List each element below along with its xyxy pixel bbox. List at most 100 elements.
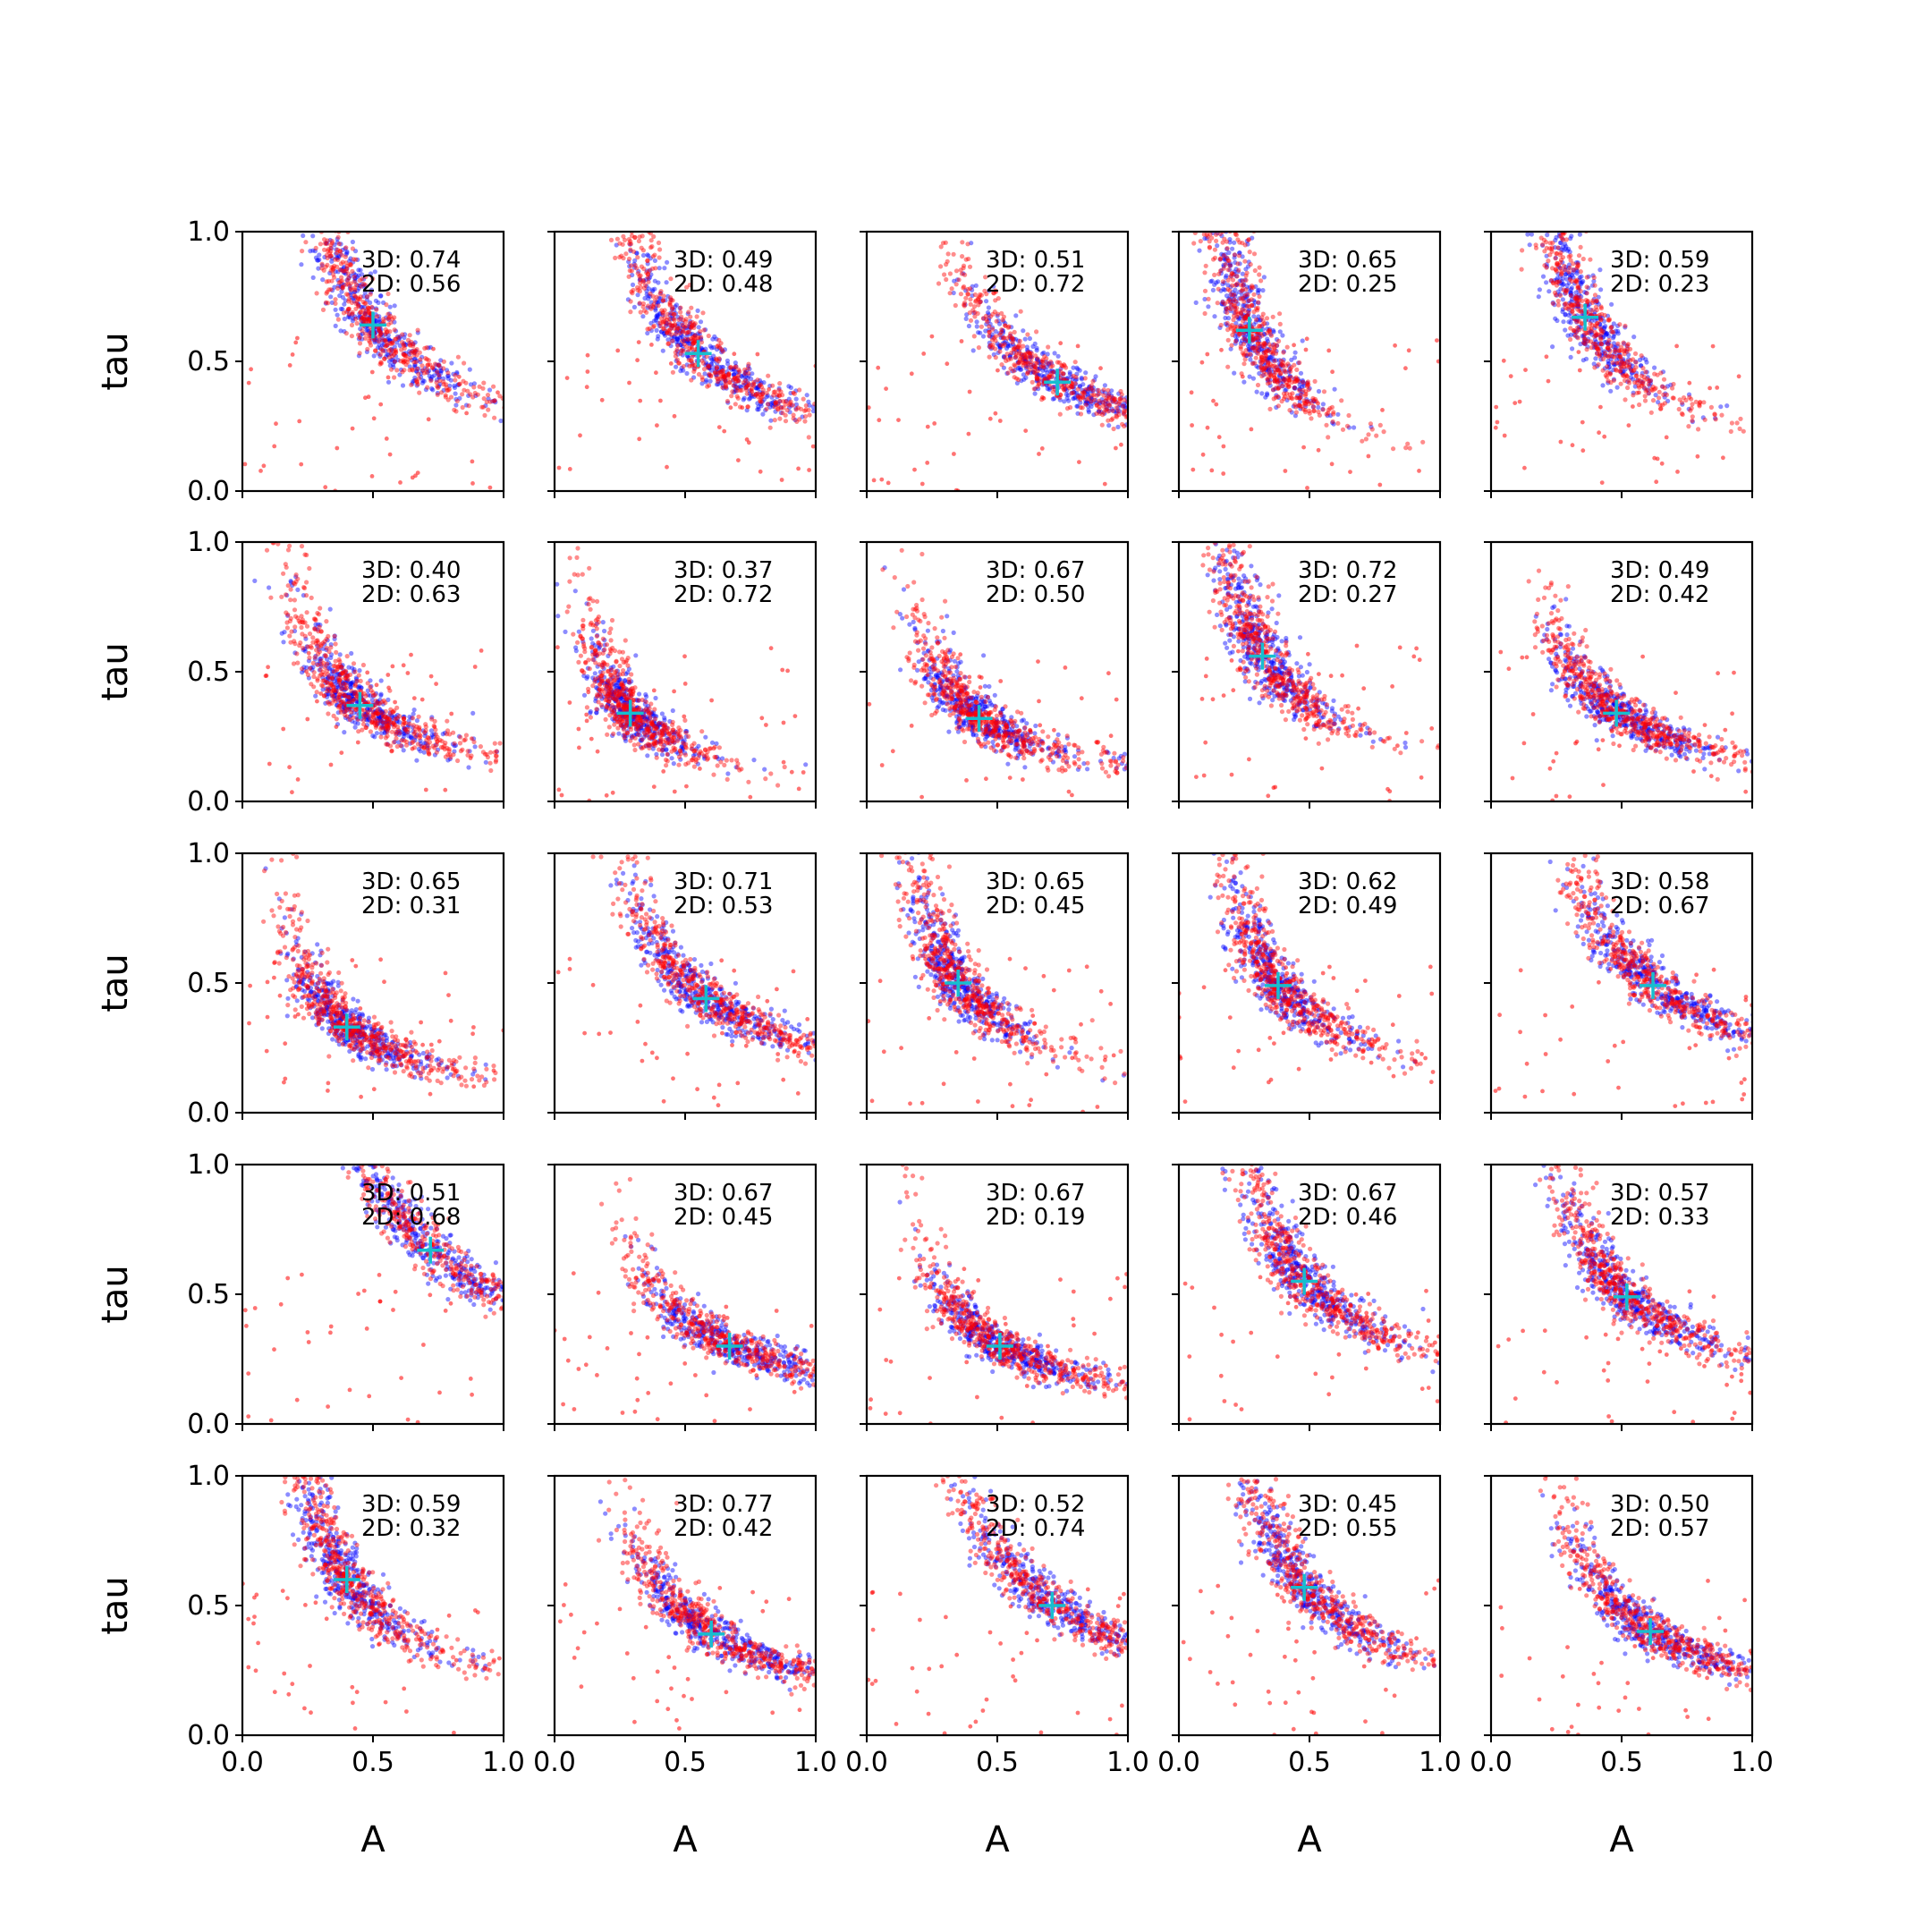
scatter-points <box>555 546 809 801</box>
annotation-2d: 2D: 0.33 <box>1610 1204 1709 1231</box>
x-tick-label: 0.0 <box>533 1747 576 1778</box>
y-tick-label: 1.0 <box>187 1461 230 1492</box>
annotation-3d: 3D: 0.51 <box>986 247 1085 274</box>
annotation-2d: 2D: 0.56 <box>361 271 461 298</box>
annotation-3d: 3D: 0.74 <box>361 247 461 274</box>
x-tick-label: 0.5 <box>352 1747 394 1778</box>
y-tick-label: 1.0 <box>187 838 230 869</box>
scatter-points <box>1181 1477 1440 1735</box>
x-tick-label: 1.0 <box>794 1747 837 1778</box>
annotation-3d: 3D: 0.62 <box>1298 869 1397 895</box>
annotation-3d: 3D: 0.65 <box>986 869 1085 895</box>
y-axis-label: tau <box>95 642 136 701</box>
annotation-3d: 3D: 0.72 <box>1298 557 1397 584</box>
scatter-points <box>556 232 816 482</box>
x-tick-label: 0.0 <box>1157 1747 1200 1778</box>
plus-marker <box>616 699 644 727</box>
scatter-points <box>558 1478 816 1731</box>
plus-marker <box>1291 1267 1318 1295</box>
plus-marker <box>716 1333 743 1360</box>
annotation-3d: 3D: 0.40 <box>361 557 461 584</box>
annotation-2d: 2D: 0.67 <box>1610 893 1709 919</box>
x-tick-label: 0.0 <box>221 1747 264 1778</box>
scatter-points <box>242 1476 502 1735</box>
plus-marker <box>698 1620 725 1648</box>
annotation-2d: 2D: 0.72 <box>674 581 773 608</box>
scatter-points <box>1179 853 1436 1104</box>
y-tick-label: 0.5 <box>187 1279 230 1310</box>
annotation-3d: 3D: 0.58 <box>1610 869 1709 895</box>
x-tick-label: 0.0 <box>845 1747 888 1778</box>
plus-marker <box>333 1013 360 1041</box>
plus-marker <box>1249 642 1276 670</box>
y-tick-label: 0.0 <box>187 1409 230 1440</box>
annotation-2d: 2D: 0.48 <box>674 271 773 298</box>
annotation-3d: 3D: 0.67 <box>986 1180 1085 1207</box>
plus-marker <box>346 691 374 719</box>
x-axis-label: A <box>1297 1819 1322 1860</box>
y-tick-label: 1.0 <box>187 216 230 248</box>
plus-marker <box>1291 1573 1318 1601</box>
annotation-2d: 2D: 0.45 <box>986 893 1085 919</box>
x-axis-label: A <box>1609 1819 1634 1860</box>
annotation-2d: 2D: 0.68 <box>361 1204 461 1231</box>
x-tick-label: 0.0 <box>1470 1747 1513 1778</box>
scatter-points <box>247 853 504 1099</box>
annotation-3d: 3D: 0.67 <box>986 557 1085 584</box>
plus-marker <box>692 985 720 1013</box>
annotation-3d: 3D: 0.49 <box>674 247 773 274</box>
x-axis-label: A <box>985 1819 1010 1860</box>
annotation-2d: 2D: 0.46 <box>1298 1204 1397 1231</box>
scatter-points <box>1182 1165 1440 1422</box>
annotation-2d: 2D: 0.27 <box>1298 581 1397 608</box>
plus-marker <box>1235 317 1263 344</box>
scatter-points <box>867 853 1127 1113</box>
plus-marker <box>965 705 993 733</box>
annotation-3d: 3D: 0.59 <box>1610 247 1709 274</box>
y-axis-label: tau <box>95 332 136 391</box>
annotation-3d: 3D: 0.52 <box>986 1491 1085 1518</box>
y-tick-label: 0.0 <box>187 1720 230 1751</box>
plus-marker <box>1264 971 1292 999</box>
x-tick-label: 0.5 <box>664 1747 707 1778</box>
scatter-points <box>867 1476 1128 1735</box>
scatter-points <box>1194 542 1440 801</box>
annotation-3d: 3D: 0.65 <box>361 869 461 895</box>
plus-marker <box>1038 1592 1066 1619</box>
annotation-2d: 2D: 0.63 <box>361 581 461 608</box>
annotation-2d: 2D: 0.42 <box>674 1515 773 1542</box>
annotation-3d: 3D: 0.50 <box>1610 1491 1709 1518</box>
annotation-3d: 3D: 0.71 <box>674 869 773 895</box>
annotation-2d: 2D: 0.19 <box>986 1204 1085 1231</box>
y-tick-label: 0.5 <box>187 1590 230 1622</box>
y-tick-label: 0.5 <box>187 968 230 999</box>
annotation-2d: 2D: 0.42 <box>1610 581 1709 608</box>
scatter-points <box>867 547 1128 800</box>
annotation-2d: 2D: 0.23 <box>1610 271 1709 298</box>
annotation-2d: 2D: 0.72 <box>986 271 1085 298</box>
y-tick-label: 0.5 <box>187 657 230 688</box>
annotation-3d: 3D: 0.37 <box>674 557 773 584</box>
y-tick-label: 1.0 <box>187 527 230 558</box>
scatter-points <box>867 240 1128 491</box>
plus-marker <box>333 1566 360 1593</box>
plus-marker <box>1572 303 1599 331</box>
